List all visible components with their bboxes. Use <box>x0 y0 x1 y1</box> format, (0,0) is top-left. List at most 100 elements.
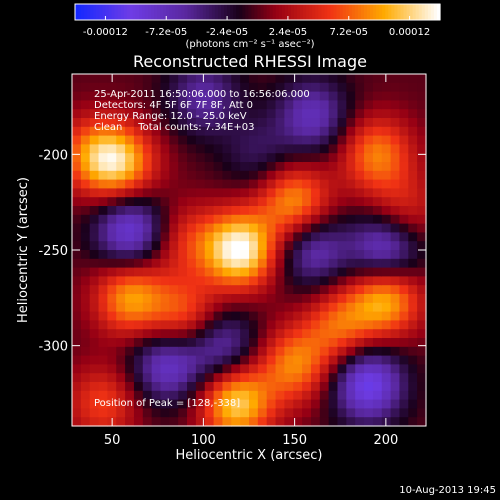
heatmap-cell <box>293 126 303 137</box>
heatmap-cell <box>319 197 330 207</box>
heatmap-cell <box>310 135 321 145</box>
heatmap-cell <box>107 153 117 163</box>
heatmap-cell <box>98 258 108 269</box>
heatmap-cell <box>72 232 82 242</box>
colorbar-segment <box>175 4 180 20</box>
heatmap-cell <box>231 320 241 330</box>
heatmap-cell <box>204 126 215 137</box>
heatmap-cell <box>169 135 179 145</box>
heatmap-cell <box>390 373 401 383</box>
heatmap-cell <box>178 355 188 365</box>
heatmap-cell <box>257 373 268 383</box>
heatmap-cell <box>408 302 418 313</box>
heatmap-cell <box>346 285 356 295</box>
colorbar-segment <box>272 4 277 20</box>
heatmap-cell <box>328 417 339 427</box>
heatmap-cell <box>187 109 197 119</box>
heatmap-cell <box>187 329 197 339</box>
heatmap-cell <box>151 408 162 418</box>
heatmap-cell <box>266 214 277 225</box>
heatmap-cell <box>98 346 108 357</box>
colorbar-tick-label: 2.4e-05 <box>269 27 307 38</box>
heatmap-cell <box>222 170 232 181</box>
heatmap-cell <box>195 109 206 119</box>
heatmap-cell <box>231 144 241 154</box>
heatmap-cell <box>133 285 144 295</box>
heatmap-cell <box>310 82 321 93</box>
heatmap-cell <box>310 417 321 427</box>
colorbar-segment <box>418 4 423 20</box>
heatmap-cell <box>231 179 241 189</box>
heatmap-cell <box>417 390 427 401</box>
heatmap-cell <box>390 382 401 392</box>
heatmap-cell <box>266 241 277 251</box>
heatmap-cell <box>89 364 100 374</box>
heatmap-cell <box>390 355 401 365</box>
heatmap-cell <box>346 179 356 189</box>
heatmap-cell <box>213 250 224 260</box>
heatmap-cell <box>187 144 197 154</box>
heatmap-cell <box>372 179 383 189</box>
heatmap-cell <box>151 162 162 172</box>
heatmap-cell <box>107 285 117 295</box>
heatmap-cell <box>249 126 259 137</box>
heatmap-cell <box>160 373 170 383</box>
heatmap-cell <box>328 373 339 383</box>
heatmap-cell <box>293 346 303 357</box>
heatmap-cell <box>293 179 303 189</box>
heatmap-cell <box>125 153 135 163</box>
heatmap-cell <box>151 399 162 409</box>
heatmap-cell <box>328 188 339 198</box>
heatmap-cell <box>257 82 268 93</box>
heatmap-cell <box>178 170 188 181</box>
heatmap-cell <box>257 382 268 392</box>
heatmap-cell <box>125 232 135 242</box>
heatmap-cell <box>355 373 365 383</box>
heatmap-cell <box>355 250 365 260</box>
heatmap-cell <box>142 188 153 198</box>
heatmap-cell <box>195 258 206 269</box>
x-tick-label: 150 <box>282 433 307 448</box>
heatmap-cell <box>364 162 374 172</box>
heatmap-cell <box>213 417 224 427</box>
heatmap-cell <box>381 197 392 207</box>
heatmap-cell <box>355 258 365 269</box>
colorbar-segment <box>151 4 155 20</box>
heatmap-cell <box>107 294 117 304</box>
heatmap-cell <box>302 338 312 348</box>
heatmap-cell <box>390 214 401 225</box>
heatmap-cell <box>284 408 294 418</box>
heatmap-cell <box>310 206 321 216</box>
heatmap-cell <box>187 179 197 189</box>
heatmap-cell <box>151 329 162 339</box>
heatmap-cell <box>328 267 339 277</box>
heatmap-cell <box>160 100 170 110</box>
heatmap-cell <box>372 311 383 321</box>
heatmap-cell <box>240 364 250 374</box>
heatmap-cell <box>372 294 383 304</box>
heatmap-cell <box>213 109 224 119</box>
heatmap-cell <box>151 223 162 233</box>
heatmap-cell <box>222 126 232 137</box>
heatmap-cell <box>328 170 339 181</box>
heatmap-cell <box>266 302 277 313</box>
heatmap-cell <box>355 118 365 128</box>
heatmap-cell <box>275 197 285 207</box>
heatmap-cell <box>372 206 383 216</box>
colorbar-segment <box>144 4 149 20</box>
heatmap-cell <box>125 170 135 181</box>
heatmap-cell <box>319 135 330 145</box>
heatmap-cell <box>372 135 383 145</box>
heatmap-cell <box>310 170 321 181</box>
heatmap-cell <box>284 373 294 383</box>
colorbar-segment <box>87 4 91 20</box>
colorbar-segment <box>251 4 256 20</box>
heatmap-cell <box>142 276 153 286</box>
heatmap-cell <box>133 232 144 242</box>
heatmap-cell <box>399 285 409 295</box>
heatmap-cell <box>240 109 250 119</box>
heatmap-cell <box>98 373 108 383</box>
heatmap-cell <box>116 153 126 163</box>
heatmap-cell <box>399 100 409 110</box>
heatmap-cell <box>328 302 339 313</box>
